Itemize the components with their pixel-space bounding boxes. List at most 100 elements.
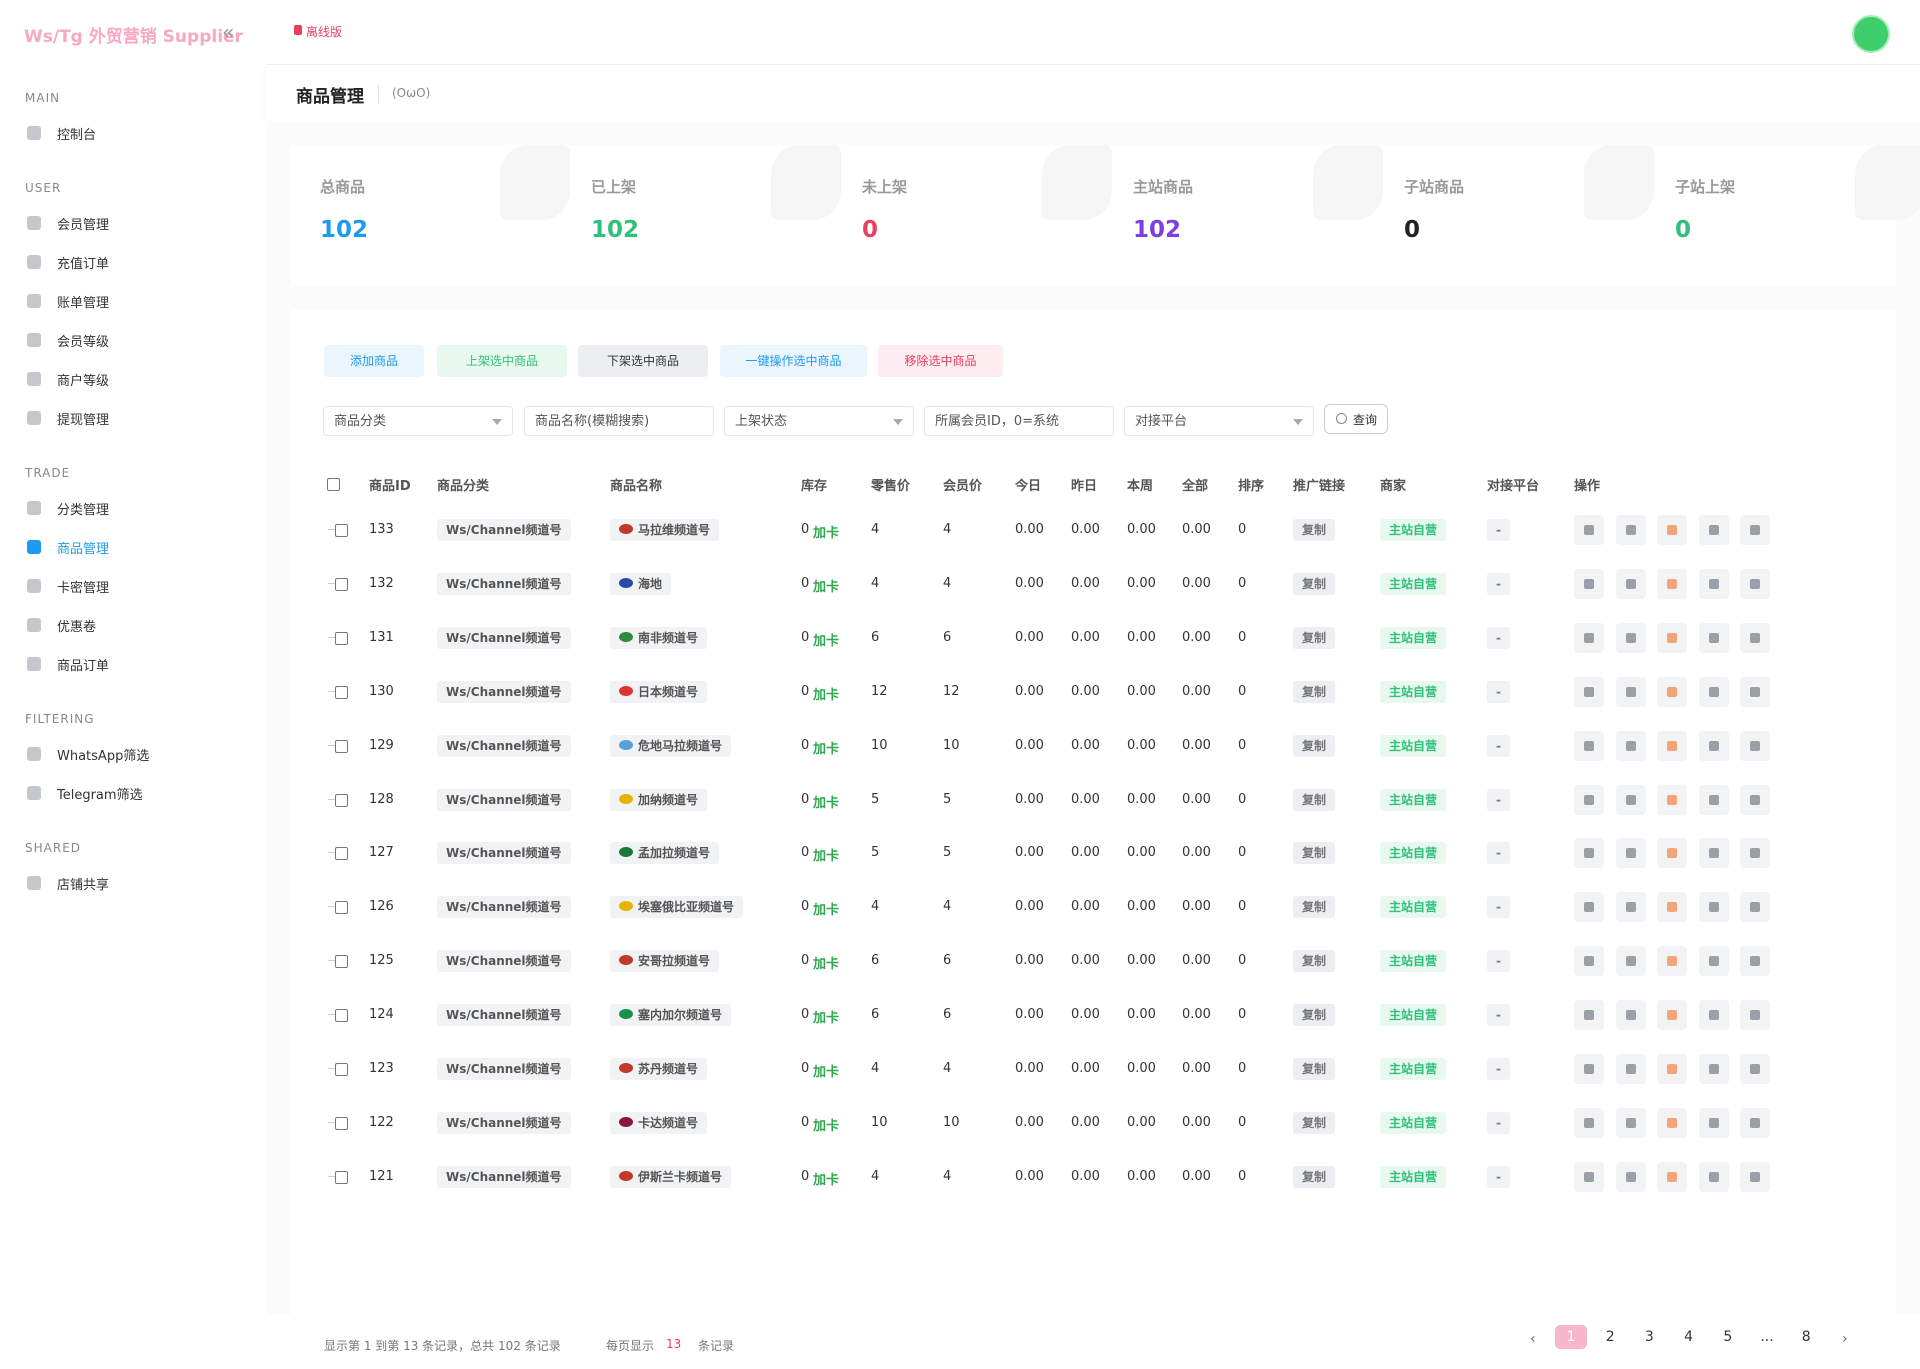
toolbar-button[interactable]: 下架选中商品 (578, 345, 708, 377)
action-button[interactable] (1740, 892, 1771, 923)
action-button[interactable] (1615, 515, 1646, 545)
action-button[interactable] (1657, 676, 1688, 707)
expand-icon[interactable] (328, 690, 336, 692)
copy-tag[interactable]: 复制 (1293, 1004, 1336, 1027)
row-checkbox[interactable] (335, 739, 348, 753)
add-card[interactable]: 加卡 (813, 957, 840, 973)
toolbar-button[interactable]: 一键操作选中商品 (720, 345, 867, 377)
action-button[interactable] (1698, 838, 1729, 869)
action-button[interactable] (1740, 622, 1771, 653)
action-button[interactable] (1698, 1054, 1729, 1084)
page-number[interactable]: 8 (1801, 1329, 1811, 1345)
action-button[interactable] (1740, 676, 1771, 707)
action-button[interactable] (1657, 946, 1688, 977)
nav-item[interactable]: 商品管理 (57, 542, 110, 557)
page-number[interactable]: 3 (1644, 1329, 1654, 1345)
row-checkbox[interactable] (335, 955, 348, 969)
expand-icon[interactable] (328, 744, 336, 746)
row-checkbox[interactable] (335, 685, 348, 699)
copy-tag[interactable]: 复制 (1293, 519, 1336, 541)
copy-tag[interactable]: 复制 (1293, 950, 1336, 973)
row-checkbox[interactable] (335, 793, 348, 807)
action-button[interactable] (1657, 515, 1688, 545)
action-button[interactable] (1740, 1000, 1771, 1031)
filter-field[interactable]: 所属会员ID，0=系统 (924, 406, 1114, 436)
add-card[interactable]: 加卡 (813, 579, 840, 595)
action-button[interactable] (1740, 730, 1771, 761)
copy-tag[interactable]: 复制 (1293, 1165, 1336, 1188)
copy-tag[interactable]: 复制 (1293, 896, 1336, 919)
expand-icon[interactable] (328, 1121, 336, 1123)
row-checkbox[interactable] (335, 1063, 348, 1076)
action-button[interactable] (1698, 568, 1729, 599)
toolbar-button[interactable]: 添加商品 (324, 345, 424, 377)
action-button[interactable] (1657, 892, 1688, 923)
action-button[interactable] (1740, 784, 1771, 815)
action-button[interactable] (1615, 730, 1646, 761)
expand-icon[interactable] (328, 960, 336, 962)
add-card[interactable]: 加卡 (813, 1118, 840, 1134)
nav-item[interactable]: 分类管理 (57, 503, 110, 518)
expand-icon[interactable] (328, 1068, 336, 1069)
expand-icon[interactable] (328, 1175, 336, 1177)
add-card[interactable]: 加卡 (813, 795, 840, 811)
page-next[interactable]: › (1842, 1331, 1848, 1347)
add-card[interactable]: 加卡 (813, 1172, 840, 1188)
expand-icon[interactable] (328, 1014, 336, 1016)
header-checkbox[interactable] (327, 478, 340, 491)
row-checkbox[interactable] (335, 1116, 348, 1130)
action-button[interactable] (1615, 568, 1646, 599)
nav-item[interactable]: Telegram筛选 (57, 788, 143, 803)
action-button[interactable] (1740, 568, 1771, 599)
copy-tag[interactable]: 复制 (1293, 734, 1336, 757)
action-button[interactable] (1615, 1000, 1646, 1031)
action-button[interactable] (1574, 676, 1604, 707)
copy-tag[interactable]: 复制 (1293, 842, 1336, 865)
page-number[interactable]: ... (1760, 1329, 1774, 1345)
action-button[interactable] (1615, 1107, 1646, 1138)
action-button[interactable] (1657, 784, 1688, 815)
action-button[interactable] (1698, 622, 1729, 653)
action-button[interactable] (1740, 1161, 1771, 1192)
page-number[interactable]: 1 (1555, 1325, 1587, 1349)
action-button[interactable] (1698, 1000, 1729, 1031)
action-button[interactable] (1657, 1161, 1688, 1192)
action-button[interactable] (1615, 676, 1646, 707)
nav-item[interactable]: 卡密管理 (57, 581, 110, 596)
action-button[interactable] (1740, 1054, 1771, 1084)
action-button[interactable] (1574, 838, 1604, 869)
action-button[interactable] (1698, 515, 1729, 545)
action-button[interactable] (1698, 676, 1729, 707)
nav-item[interactable]: 提现管理 (57, 413, 110, 428)
action-button[interactable] (1698, 730, 1729, 761)
filter-field[interactable]: 商品名称(模糊搜索) (524, 406, 714, 436)
action-button[interactable] (1574, 1054, 1604, 1084)
action-button[interactable] (1615, 1161, 1646, 1192)
expand-icon[interactable] (328, 798, 336, 800)
page-prev[interactable]: ‹ (1530, 1331, 1536, 1347)
nav-item[interactable]: 商品订单 (57, 659, 110, 674)
action-button[interactable] (1740, 838, 1771, 869)
expand-icon[interactable] (328, 906, 336, 908)
row-checkbox[interactable] (335, 577, 348, 591)
action-button[interactable] (1615, 946, 1646, 977)
add-card[interactable]: 加卡 (813, 526, 840, 541)
action-button[interactable] (1615, 622, 1646, 653)
action-button[interactable] (1657, 568, 1688, 599)
action-button[interactable] (1574, 784, 1604, 815)
action-button[interactable] (1657, 1000, 1688, 1031)
row-checkbox[interactable] (335, 847, 348, 861)
action-button[interactable] (1698, 892, 1729, 923)
expand-icon[interactable] (328, 582, 336, 584)
nav-item[interactable]: 会员管理 (57, 218, 110, 233)
search-button[interactable]: 查询 (1324, 404, 1388, 434)
action-button[interactable] (1657, 730, 1688, 761)
action-button[interactable] (1740, 946, 1771, 977)
toolbar-button[interactable]: 上架选中商品 (437, 345, 567, 377)
nav-item[interactable]: 控制台 (57, 128, 97, 143)
row-checkbox[interactable] (335, 901, 348, 915)
nav-item[interactable]: 充值订单 (57, 257, 110, 272)
action-button[interactable] (1574, 1161, 1604, 1192)
add-card[interactable]: 加卡 (813, 849, 840, 865)
action-button[interactable] (1574, 892, 1604, 923)
